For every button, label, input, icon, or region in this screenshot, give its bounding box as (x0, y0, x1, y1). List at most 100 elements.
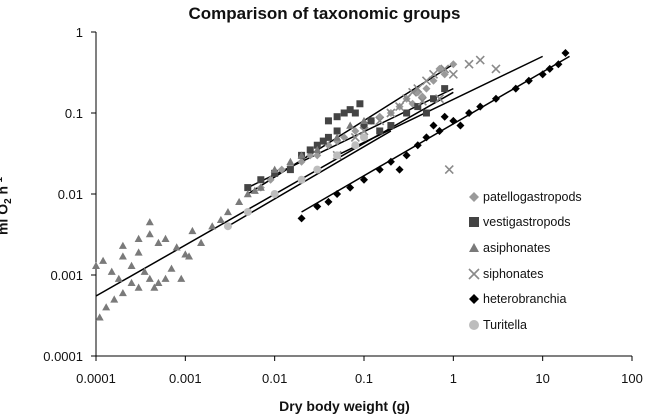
data-point (417, 96, 427, 106)
square-marker-icon (469, 217, 479, 228)
data-point (118, 288, 127, 297)
data-point (375, 116, 385, 126)
data-point (360, 116, 368, 125)
data-point (456, 121, 465, 130)
series-heterobranchia (297, 49, 570, 223)
y-tick-label: 0.1 (65, 106, 83, 121)
diamond-marker-icon (469, 191, 479, 202)
data-point (475, 55, 485, 65)
legend-label: patellogastropods (483, 189, 582, 204)
data-point (376, 127, 384, 135)
data-point (413, 84, 423, 94)
data-point (430, 95, 438, 103)
data-point (333, 133, 342, 141)
data-point (107, 267, 116, 275)
data-point (177, 274, 186, 282)
legend-item: asiphonates (468, 235, 582, 261)
data-point (350, 132, 360, 142)
data-point (448, 69, 458, 79)
data-point (402, 151, 411, 160)
data-point (346, 121, 355, 129)
data-point (145, 218, 154, 226)
data-point (464, 59, 474, 69)
data-point (127, 278, 136, 287)
triangle-marker-icon (469, 242, 479, 252)
data-point (145, 230, 154, 238)
data-point (444, 165, 454, 175)
data-point (223, 222, 232, 231)
data-point (319, 137, 327, 145)
chart-title: Comparison of taxonomic groups (188, 4, 461, 23)
data-point (441, 85, 449, 93)
data-point (333, 127, 341, 135)
data-point (270, 190, 279, 198)
data-point (134, 248, 143, 256)
x-tick-label: 100 (621, 371, 643, 386)
data-point (435, 126, 444, 135)
x-tick-label: 10 (535, 371, 549, 386)
data-point (286, 166, 294, 174)
legend: patellogastropods vestigastropods asiphona… (468, 184, 582, 338)
x-tick-label: 0.001 (169, 371, 202, 386)
data-point (216, 215, 225, 224)
data-point (324, 117, 332, 125)
data-point (340, 133, 349, 142)
data-point (324, 133, 332, 141)
data-point (297, 214, 306, 223)
data-point (277, 165, 286, 174)
data-point (286, 157, 295, 165)
data-point (114, 274, 123, 282)
data-point (127, 261, 136, 269)
data-point (394, 102, 405, 112)
data-point (351, 141, 360, 150)
y-tick-label: 0.001 (50, 268, 83, 283)
data-point (359, 126, 369, 136)
data-point (235, 197, 244, 206)
legend-item: vestigastropods (468, 210, 582, 236)
data-point (440, 112, 449, 121)
data-point (422, 84, 431, 93)
data-point (386, 157, 395, 166)
axes: 0.0001 0.001 0.01 0.1 1 10 100 0.0001 0.001 0.01 0… (43, 25, 643, 386)
data-point (161, 274, 170, 282)
data-point (313, 145, 322, 154)
fit-line (301, 55, 570, 213)
data-point (449, 60, 458, 69)
data-point (421, 76, 432, 86)
data-point (118, 241, 127, 249)
data-point (150, 283, 159, 291)
data-point (449, 116, 458, 125)
data-point (356, 100, 364, 108)
data-point (491, 64, 501, 74)
legend-item: siphonates (468, 261, 582, 287)
data-point (154, 238, 163, 246)
data-point (360, 133, 368, 142)
data-point (395, 165, 404, 174)
data-point (386, 108, 396, 118)
data-point (511, 84, 520, 93)
legend-item: patellogastropods (468, 184, 582, 210)
fit-line (336, 55, 543, 157)
data-point (313, 202, 322, 211)
data-point (346, 106, 354, 114)
data-point (145, 274, 154, 282)
data-point (266, 175, 275, 184)
y-axis-label: ml O2 h-1 (0, 176, 15, 236)
data-point (161, 234, 170, 242)
x-marker-icon (468, 268, 480, 280)
x-axis-label: Dry body weight (g) (279, 398, 410, 414)
data-point (387, 122, 395, 130)
diamond-marker-icon (469, 294, 479, 305)
data-point (297, 157, 306, 166)
data-point (154, 278, 163, 287)
legend-item: Turitella (468, 312, 582, 338)
y-tick-label: 0.0001 (43, 349, 83, 364)
data-point (429, 121, 438, 130)
data-point (256, 183, 265, 191)
data-point (208, 222, 217, 230)
data-point (185, 252, 194, 260)
data-point (428, 69, 439, 79)
legend-label: asiphonates (483, 240, 551, 255)
fit-line (227, 130, 392, 227)
